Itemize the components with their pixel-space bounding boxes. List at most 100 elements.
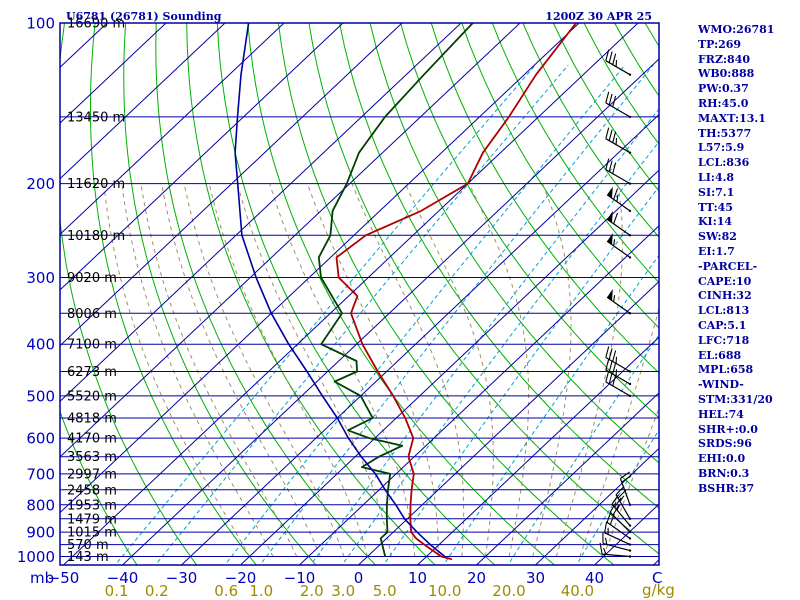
pressure-tick-label: 400 xyxy=(26,336,55,354)
moist-adiabat xyxy=(404,183,494,557)
wind-barb xyxy=(599,542,632,558)
wind-barb-shaft xyxy=(611,503,631,526)
index-item: WMO:26781 xyxy=(698,23,775,36)
wind-barb-feather xyxy=(604,537,608,545)
index-item: LFC:718 xyxy=(698,333,750,347)
mixing-ratio-line xyxy=(259,64,654,565)
wind-barb xyxy=(605,49,632,76)
height-label: 1953 m xyxy=(67,498,117,513)
temperature-tick-label: 0 xyxy=(354,569,364,587)
index-item: KI:14 xyxy=(698,215,733,229)
index-item: TT:45 xyxy=(698,200,733,214)
temperature-tick-label: 40 xyxy=(585,569,604,587)
isotherm xyxy=(60,23,226,180)
height-label: 4170 m xyxy=(67,432,117,447)
mixing-ratio-tick-label: 0.2 xyxy=(145,582,169,600)
height-label: 3563 m xyxy=(67,450,117,465)
pressure-tick-label: 300 xyxy=(26,269,55,287)
index-item: MPL:658 xyxy=(698,363,754,377)
index-item: SW:82 xyxy=(698,230,737,244)
wind-barb-feather xyxy=(612,95,617,108)
wind-barb-feather xyxy=(612,374,617,387)
wind-barb xyxy=(606,211,632,237)
wind-barb-feather xyxy=(612,362,617,375)
height-label: 1479 m xyxy=(67,512,117,527)
moist-adiabat xyxy=(208,183,368,557)
index-item: LCL:836 xyxy=(698,156,750,170)
wind-barb-feather xyxy=(613,212,619,224)
pressure-tick-label: 1000 xyxy=(17,548,55,566)
pressure-tick-label: 700 xyxy=(26,465,55,483)
wind-barb-feather xyxy=(612,504,620,516)
isotherm xyxy=(475,392,659,565)
mixing-ratio-line xyxy=(341,140,659,565)
moist-adiabat xyxy=(555,183,623,557)
wind-barb-base xyxy=(628,182,632,185)
wind-barb-pennant xyxy=(607,233,613,245)
isotherm xyxy=(180,113,659,565)
wind-barb-feather xyxy=(605,127,610,139)
wind-barb-feather xyxy=(605,358,610,371)
mixing-ratio-line xyxy=(154,64,569,565)
index-item: EHI:0.0 xyxy=(698,452,746,466)
pressure-tick-label: 900 xyxy=(26,524,55,542)
index-item: EI:1.7 xyxy=(698,244,735,258)
mixing-ratio-line xyxy=(382,185,659,565)
mixing-ratio-unit-label: g/kg xyxy=(642,581,675,599)
wind-barb-feather xyxy=(606,511,612,523)
wind-barb-pennant xyxy=(607,211,613,223)
wind-barb-base xyxy=(628,115,632,119)
mixing-ratio-tick-label: 20.0 xyxy=(492,582,525,600)
wind-barb-feather xyxy=(608,160,613,172)
height-label: 7100 m xyxy=(67,338,117,353)
index-item: CAPE:10 xyxy=(698,274,752,288)
temperature-tick-label: 20 xyxy=(467,569,486,587)
pressure-tick-label: 200 xyxy=(26,175,55,193)
wind-barb-base xyxy=(628,209,632,213)
mixing-ratio-tick-label: 5.0 xyxy=(373,582,397,600)
moist-adiabat xyxy=(351,183,465,557)
wind-barb-base xyxy=(628,312,632,315)
height-label: 16690 m xyxy=(67,17,125,32)
height-label: 11620 m xyxy=(67,177,125,192)
wind-barb-shaft xyxy=(615,494,631,520)
index-item: TH:5377 xyxy=(698,126,752,140)
valid-time: 1200Z 30 APR 25 xyxy=(545,10,652,23)
height-labels: 16690 m 13450 m 11620 m 10180 m 9020 m 8006 m… xyxy=(67,17,125,566)
wind-barb-feather xyxy=(609,502,617,513)
wind-barb-feather xyxy=(608,129,613,141)
index-item: BRN:0.3 xyxy=(698,466,750,480)
mixing-ratio-tick-label: 1.0 xyxy=(249,582,273,600)
index-item: TP:269 xyxy=(698,37,742,51)
isotherm xyxy=(121,58,659,565)
dewpoint-trace xyxy=(317,23,474,557)
mixing-ratio-line xyxy=(575,429,659,565)
temperature-tick-label: −10 xyxy=(284,569,316,587)
wind-barb-base xyxy=(628,370,632,373)
wind-barb-feather xyxy=(608,372,613,385)
index-item: HEL:74 xyxy=(698,407,744,421)
pressure-tick-label: 100 xyxy=(26,15,55,33)
isotherm xyxy=(60,23,462,402)
index-item: SHR+:0.0 xyxy=(698,422,758,436)
height-label: 2458 m xyxy=(67,483,117,498)
wind-barb-feather xyxy=(619,495,625,502)
wind-barb-shaft xyxy=(605,138,631,154)
wind-barb-base xyxy=(628,549,632,552)
moist-adiabat xyxy=(140,183,298,557)
wind-barb-shaft xyxy=(606,521,631,539)
temperature-tick-label: 10 xyxy=(408,569,427,587)
pressure-tick-label: 500 xyxy=(26,387,55,405)
isotherm xyxy=(239,169,659,565)
wind-barb-feather xyxy=(612,350,617,362)
index-item: SI:7.1 xyxy=(698,185,735,199)
wind-barb xyxy=(605,158,632,185)
wind-barb-shaft xyxy=(606,296,631,314)
parcel-trace xyxy=(234,23,446,558)
pressure-tick-label: 800 xyxy=(26,496,55,514)
wind-barb-base xyxy=(628,234,632,237)
wind-barb xyxy=(605,370,632,398)
height-label: 13450 m xyxy=(67,110,125,125)
index-item: STM:331/20 xyxy=(698,392,773,406)
